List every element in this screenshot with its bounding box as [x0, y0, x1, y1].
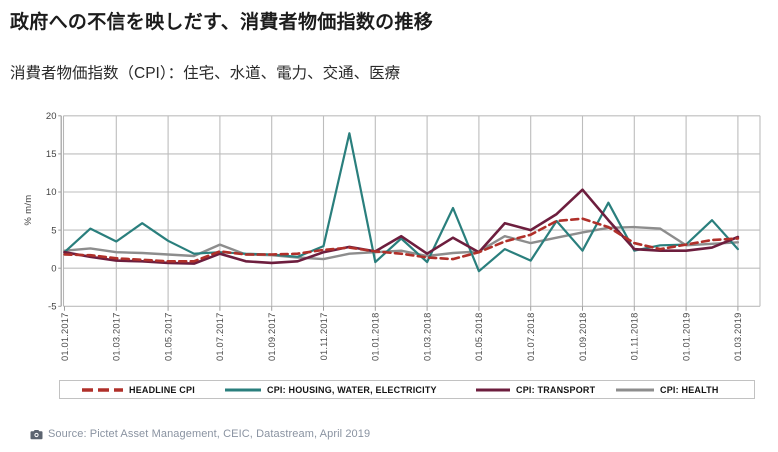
series-line-cpi-health: [63, 225, 740, 261]
x-tick-label: 01.01.2018: [371, 313, 381, 362]
legend-swatch: [82, 387, 123, 392]
x-tick-label: 01.03.2017: [112, 313, 122, 362]
x-tick-label: 01.05.2018: [474, 313, 484, 362]
x-tick-label: 01.09.2018: [578, 313, 588, 362]
series-line-headline-cpi: [63, 217, 740, 263]
y-tick-label: 0: [51, 263, 56, 274]
x-tick-label: 01.07.2018: [526, 313, 536, 362]
cpi-line-chart: 20 15 10 5 0 -5 % m/m 01.01.2017 01.03.2017 01.05…: [23, 111, 761, 362]
x-tick-label: 01.07.2017: [215, 313, 225, 362]
x-tick-label: 01.01.2019: [681, 313, 691, 362]
y-tick-label: -5: [48, 302, 56, 313]
x-tick-label: 01.05.2017: [163, 313, 173, 362]
x-tick-label: 01.03.2019: [733, 313, 743, 362]
legend-item-headline-cpi: HEADLINE CPI: [81, 381, 195, 398]
page-title: 政府への不信を映しだす、消費者物価指数の推移: [10, 12, 434, 33]
camera-icon: [30, 429, 43, 439]
source-row: Source: Pictet Asset Management, CEIC, D…: [30, 427, 370, 441]
legend-label: CPI: HOUSING, WATER, ELECTRICITY: [267, 384, 437, 395]
x-tick-label: 01.11.2018: [630, 313, 640, 361]
x-tick-label: 01.09.2017: [267, 313, 277, 362]
chart-legend: HEADLINE CPI CPI: HOUSING, WATER, ELECTRI…: [59, 380, 755, 399]
y-axis-label: % m/m: [23, 195, 34, 226]
y-tick-label: 5: [51, 225, 56, 236]
y-tick-label: 20: [46, 111, 57, 122]
x-tick-label: 01.11.2017: [319, 313, 329, 361]
legend-label: HEADLINE CPI: [129, 384, 195, 395]
y-tick-label: 15: [46, 149, 57, 160]
legend-swatch: [476, 388, 510, 391]
x-tick-label: 01.01.2017: [60, 313, 70, 362]
chart-subtitle: 消費者物価指数（CPI）：住宅、水道、電力、交通、医療: [10, 65, 401, 82]
y-tick-label: 10: [46, 187, 57, 198]
series-line-cpi-transport: [63, 188, 740, 265]
x-tick-label: 01.03.2018: [422, 313, 432, 362]
legend-swatch: [616, 388, 654, 391]
series-line-cpi-housing-water-electricity: [63, 132, 740, 273]
legend-item-cpi-health: CPI: HEALTH: [615, 381, 719, 398]
legend-item-cpi-transport: CPI: TRANSPORT: [475, 381, 595, 398]
legend-swatch: [225, 388, 261, 391]
legend-item-cpi-housing-water-electricity: CPI: HOUSING, WATER, ELECTRICITY: [224, 381, 437, 398]
legend-label: CPI: TRANSPORT: [516, 384, 596, 395]
source-text: Source: Pictet Asset Management, CEIC, D…: [48, 428, 371, 440]
legend-label: CPI: HEALTH: [660, 384, 719, 395]
